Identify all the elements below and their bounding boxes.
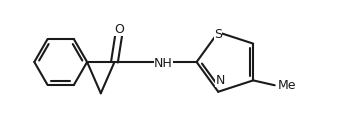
Text: Me: Me (277, 79, 296, 92)
Text: N: N (216, 74, 225, 87)
Text: O: O (115, 23, 124, 36)
Text: NH: NH (154, 57, 173, 70)
Text: S: S (214, 28, 222, 41)
